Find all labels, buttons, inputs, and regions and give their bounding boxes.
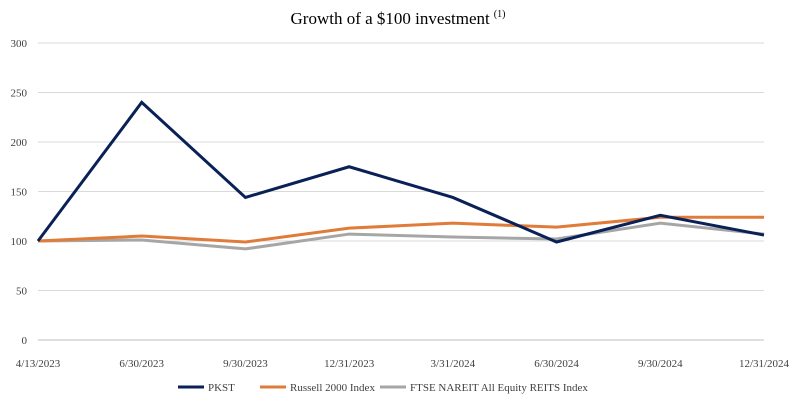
- y-tick-label: 150: [11, 187, 28, 199]
- x-tick-label: 3/31/2024: [431, 358, 476, 370]
- x-tick-label: 12/31/2023: [324, 358, 375, 370]
- y-tick-label: 100: [11, 236, 28, 248]
- chart-title: Growth of a $100 investment (1): [291, 9, 506, 28]
- x-tick-label: 9/30/2023: [223, 358, 268, 370]
- y-tick-label: 200: [11, 137, 28, 149]
- y-tick-label: 300: [11, 38, 28, 50]
- legend-label: PKST: [208, 382, 235, 394]
- x-tick-label: 4/13/2023: [16, 358, 61, 370]
- y-tick-label: 250: [11, 88, 28, 100]
- series-line-ftse-nareit-all-equity-reits-index: [37, 221, 765, 251]
- legend-label: FTSE NAREIT All Equity REITS Index: [410, 382, 588, 394]
- y-tick-label: 0: [22, 335, 28, 347]
- y-tick-label: 50: [16, 286, 28, 298]
- x-tick-label: 6/30/2024: [534, 358, 579, 370]
- x-tick-label: 6/30/2023: [119, 358, 164, 370]
- x-tick-label: 9/30/2024: [638, 358, 683, 370]
- legend-label: Russell 2000 Index: [290, 382, 375, 394]
- series-line-pkst: [36, 100, 765, 244]
- series-line-russell-2000-index: [37, 215, 764, 244]
- x-tick-label: 12/31/2024: [739, 358, 790, 370]
